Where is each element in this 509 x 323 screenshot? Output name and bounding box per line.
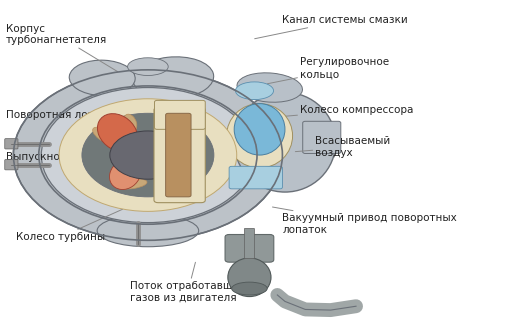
Text: Колесо турбины: Колесо турбины [16, 209, 123, 242]
Ellipse shape [237, 73, 302, 102]
Ellipse shape [167, 122, 185, 140]
Text: Канал системы смазки: Канал системы смазки [254, 15, 408, 39]
Text: Выпускное отверстие: Выпускное отверстие [6, 152, 126, 162]
FancyBboxPatch shape [5, 160, 18, 170]
Ellipse shape [133, 57, 214, 99]
Ellipse shape [93, 127, 117, 144]
Ellipse shape [155, 173, 181, 185]
Ellipse shape [109, 159, 140, 190]
Ellipse shape [124, 114, 137, 132]
Ellipse shape [97, 214, 199, 247]
Ellipse shape [228, 258, 271, 297]
FancyBboxPatch shape [229, 166, 282, 189]
Ellipse shape [232, 282, 267, 295]
Text: Вакуумный привод поворотных
лопаток: Вакуумный привод поворотных лопаток [272, 207, 457, 235]
Circle shape [82, 113, 214, 197]
Ellipse shape [234, 104, 285, 155]
Text: Всасываемый
воздух: Всасываемый воздух [295, 136, 391, 158]
FancyBboxPatch shape [225, 234, 274, 262]
FancyBboxPatch shape [154, 108, 205, 203]
FancyBboxPatch shape [155, 100, 205, 129]
Ellipse shape [108, 117, 127, 135]
FancyBboxPatch shape [303, 121, 341, 153]
FancyBboxPatch shape [165, 113, 191, 197]
Ellipse shape [118, 179, 147, 189]
Ellipse shape [227, 104, 293, 168]
Circle shape [41, 88, 254, 223]
Text: Корпус
турбонагнетателя: Корпус турбонагнетателя [6, 24, 118, 72]
Text: Регулировочное
кольцо: Регулировочное кольцо [267, 57, 389, 84]
Circle shape [59, 99, 237, 211]
Circle shape [110, 131, 186, 179]
Circle shape [69, 105, 227, 205]
Circle shape [13, 70, 282, 240]
Ellipse shape [97, 114, 137, 151]
Ellipse shape [169, 148, 192, 162]
Text: Поворотная лопатка: Поворотная лопатка [6, 110, 120, 127]
FancyBboxPatch shape [5, 139, 18, 149]
Ellipse shape [128, 58, 168, 76]
FancyBboxPatch shape [244, 228, 254, 259]
Text: Колесо компрессора: Колесо компрессора [285, 105, 413, 116]
Ellipse shape [69, 60, 135, 96]
Text: Поток отработавших
газов из двигателя: Поток отработавших газов из двигателя [130, 262, 245, 303]
Ellipse shape [156, 116, 170, 133]
Ellipse shape [236, 82, 273, 99]
Ellipse shape [234, 92, 336, 192]
